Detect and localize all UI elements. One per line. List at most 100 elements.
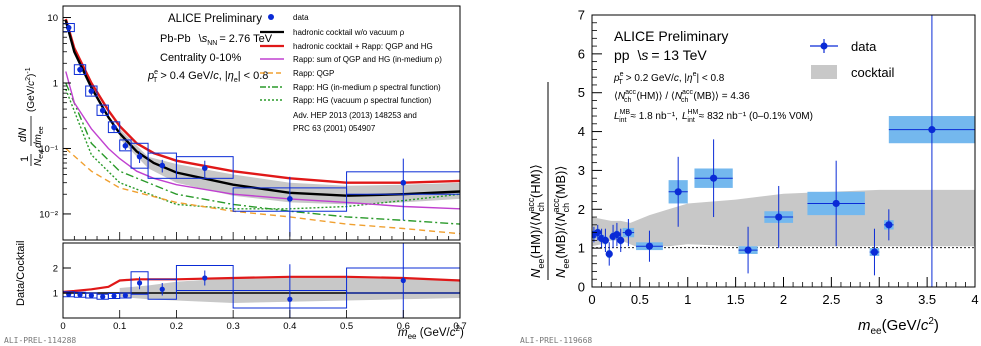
data-marker [122, 142, 129, 149]
right-x-tick-label-8: 4 [971, 292, 978, 307]
ylabel-unit: (GeV/c2)-1 [25, 67, 37, 112]
lt-point-10 [346, 158, 460, 221]
left-bottom-frame [62, 242, 461, 319]
r-point-12 [738, 226, 758, 274]
data-marker [710, 174, 718, 182]
data-marker [111, 124, 117, 131]
data-marker [885, 221, 893, 229]
r-point-17 [888, 15, 975, 287]
x-tick-label-0: 0 [60, 321, 65, 332]
x-tick-label-3: 0.3 [227, 321, 240, 332]
legend-right-data: data [851, 39, 877, 54]
legend-data: data [293, 13, 309, 22]
x-tick-label-2: 0.2 [170, 321, 183, 332]
right-figure-id: ALI-PREL-119668 [520, 336, 592, 345]
lb-point-3 [96, 293, 109, 300]
legend-rapp-hg-vac: Rapp: HG (vacuum ρ spectral function) [293, 96, 432, 105]
lt-point-1 [73, 64, 87, 75]
r-point-10 [668, 156, 688, 227]
right-panel: 0 1 2 3 4 5 6 7 0 0.5 1 1.5 2 2.5 3 3.5 4 Nee(HM)/⟨Naccc… [526, 8, 979, 338]
left-xlabel: mee (GeV/c2) [398, 324, 464, 341]
left-centrality: Centrality 0-10% [160, 52, 242, 64]
r-point-8 [622, 219, 635, 247]
right-x-tick-label-5: 2.5 [822, 292, 840, 307]
sys-box [73, 64, 87, 75]
r-point-1 [594, 224, 602, 241]
sys-box [96, 104, 109, 116]
lt-point-4 [107, 121, 121, 134]
ylabel-frac-1: 1 [19, 156, 31, 162]
right-cuts: pe T > 0.2 GeV/c, |ηe| < 0.8 [613, 71, 725, 86]
data-marker [645, 242, 654, 250]
r-point-4 [605, 242, 613, 266]
right-y-tick-label-6: 6 [578, 46, 585, 61]
legend-ref-2: PRC 63 (2001) 054907 [293, 124, 376, 133]
data-marker [605, 250, 613, 258]
right-xlabel: mee(GeV/c2) [858, 316, 939, 337]
legend-cocktail: hadronic cocktail w/o vacuum ρ [293, 28, 405, 37]
r-point-16 [884, 209, 894, 241]
data-marker [77, 292, 83, 298]
data-marker [832, 199, 840, 208]
r-point-6 [613, 222, 621, 247]
y-tick-label-0: 10 [47, 13, 58, 24]
data-marker [88, 292, 94, 299]
left-legend: data hadronic cocktail w/o vacuum ρ hadr… [260, 13, 442, 133]
data-marker [99, 107, 106, 114]
data-marker [594, 229, 602, 237]
lb-point-4 [107, 293, 121, 299]
right-x-tick-label-7: 3.5 [918, 292, 936, 307]
right-y-tick-label-0: 0 [578, 280, 585, 295]
left-bottom-ylabel: Data/Cocktail [15, 241, 27, 306]
data-marker [77, 66, 83, 73]
right-legend: data cocktail [810, 39, 894, 80]
data-marker [201, 165, 208, 171]
data-marker [111, 293, 117, 299]
sys-box [175, 265, 234, 291]
right-header: ALICE Preliminary [614, 28, 728, 44]
data-marker [136, 280, 143, 286]
legend-rapp-total: hadronic cocktail + Rapp: QGP and HG [293, 42, 433, 51]
data-marker [775, 213, 783, 221]
data-marker [287, 196, 293, 202]
data-marker [100, 294, 106, 300]
data-marker [159, 162, 166, 169]
r-point-14 [807, 160, 865, 247]
left-top-panel: 10 1 10⁻¹ 10⁻² 1 Nevt dN dmee (GeV/c2)-1 AL… [17, 5, 461, 241]
data-marker [601, 236, 610, 244]
data-marker [122, 292, 128, 299]
data-marker [202, 275, 208, 281]
cocktail-uncertainty-band [119, 128, 460, 205]
legend-ref-1: Adv. HEP 2013 (2013) 148253 and [293, 111, 417, 120]
y-tick-label-1: 1 [53, 79, 58, 90]
legend-right-data-marker [820, 42, 828, 50]
legend-rapp-hg-med: Rapp: HG (in-medium ρ spectral function) [293, 83, 441, 92]
data-marker [159, 286, 165, 292]
right-ratio-line: ⟨Nacc ch (HM)⟩ / ⟨Nacc ch (MB)⟩ = 4.36 [614, 89, 750, 104]
right-y-tick-label-4: 4 [578, 124, 585, 139]
x-tick-label-1: 0.1 [113, 321, 126, 332]
ylabel-dn: dN [17, 128, 29, 142]
lb-point-5 [119, 292, 132, 299]
lt-point-8 [175, 156, 234, 179]
lt-point-2 [85, 85, 98, 97]
data-marker [928, 126, 936, 134]
right-y-tick-label-7: 7 [578, 8, 585, 23]
r-point-7 [617, 228, 625, 253]
right-x-tick-label-3: 1.5 [727, 292, 745, 307]
legend-rapp-qgp: Rapp: QGP [293, 69, 334, 78]
data-marker [624, 229, 632, 237]
lt-point-3 [96, 104, 109, 116]
right-ylabel-denominator: Nee(MB)/⟨Naccch(MB)⟩ [551, 166, 571, 278]
right-y-tick-label-1: 1 [578, 241, 585, 256]
r-point-13 [764, 185, 794, 249]
r-point-9 [636, 230, 663, 262]
data-marker [136, 153, 143, 160]
right-y-tick-label-5: 5 [578, 85, 585, 100]
legend-right-cocktail: cocktail [851, 65, 894, 80]
left-figure-id: ALI-PREL-114288 [4, 336, 76, 345]
right-x-tick-label-4: 2 [780, 292, 787, 307]
left-top-ylabel: 1 Nevt dN dmee (GeV/c2)-1 [17, 67, 45, 166]
ratio-y-tick-label-0: 1 [53, 289, 58, 300]
